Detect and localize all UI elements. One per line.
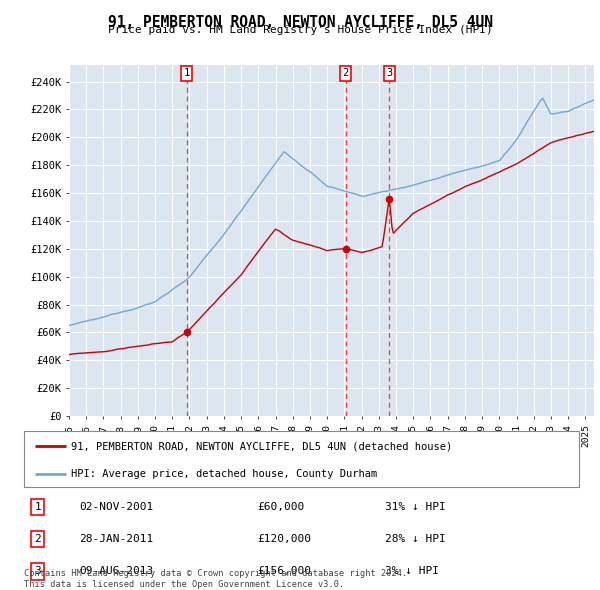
- Text: 1: 1: [184, 68, 190, 78]
- Text: Price paid vs. HM Land Registry's House Price Index (HPI): Price paid vs. HM Land Registry's House …: [107, 25, 493, 35]
- Text: 31% ↓ HPI: 31% ↓ HPI: [385, 502, 445, 512]
- Text: 3% ↓ HPI: 3% ↓ HPI: [385, 566, 439, 576]
- Text: 2: 2: [343, 68, 349, 78]
- Text: 2: 2: [35, 535, 41, 545]
- Text: £156,000: £156,000: [257, 566, 311, 576]
- Text: 91, PEMBERTON ROAD, NEWTON AYCLIFFE, DL5 4UN: 91, PEMBERTON ROAD, NEWTON AYCLIFFE, DL5…: [107, 15, 493, 30]
- Text: 28-JAN-2011: 28-JAN-2011: [79, 535, 154, 545]
- Text: 3: 3: [35, 566, 41, 576]
- Text: £120,000: £120,000: [257, 535, 311, 545]
- Text: HPI: Average price, detached house, County Durham: HPI: Average price, detached house, Coun…: [71, 470, 377, 480]
- Text: 3: 3: [386, 68, 392, 78]
- Text: 09-AUG-2013: 09-AUG-2013: [79, 566, 154, 576]
- Text: 02-NOV-2001: 02-NOV-2001: [79, 502, 154, 512]
- Text: 1: 1: [35, 502, 41, 512]
- Text: 28% ↓ HPI: 28% ↓ HPI: [385, 535, 445, 545]
- FancyBboxPatch shape: [24, 431, 579, 487]
- Text: £60,000: £60,000: [257, 502, 304, 512]
- Text: 91, PEMBERTON ROAD, NEWTON AYCLIFFE, DL5 4UN (detached house): 91, PEMBERTON ROAD, NEWTON AYCLIFFE, DL5…: [71, 441, 452, 451]
- Text: Contains HM Land Registry data © Crown copyright and database right 2024.
This d: Contains HM Land Registry data © Crown c…: [24, 569, 407, 589]
